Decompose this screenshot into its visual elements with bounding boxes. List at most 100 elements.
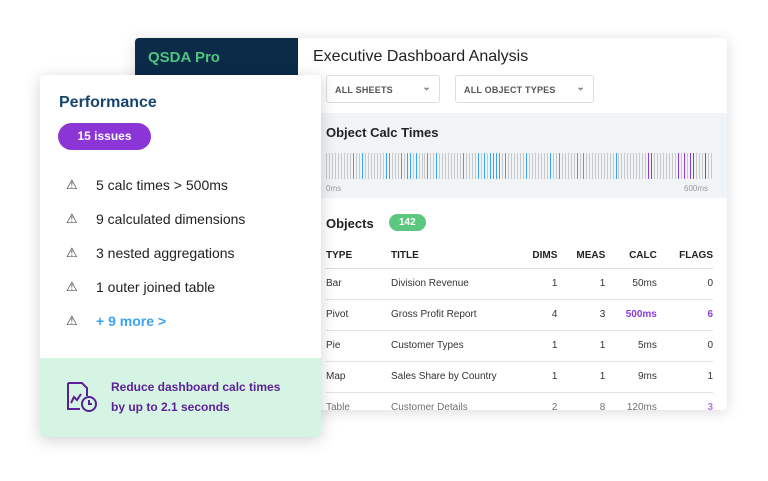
calc-tick	[445, 153, 447, 179]
calc-tick-medium	[400, 153, 402, 179]
calc-tick	[642, 153, 644, 179]
calc-tick	[337, 153, 339, 179]
cell-meas: 8	[557, 392, 606, 410]
calc-tick	[636, 153, 638, 179]
table-row[interactable]: Pie Customer Types 1 1 5ms 0	[326, 330, 713, 362]
calc-tick-medium	[576, 153, 578, 179]
table-row[interactable]: Pivot Gross Profit Report 4 3 500ms 6	[326, 299, 713, 331]
savings-line-2: by up to 2.1 seconds	[111, 400, 230, 414]
calc-tick	[355, 153, 357, 179]
table-row[interactable]: Bar Division Revenue 1 1 50ms 0	[326, 268, 713, 300]
table-row[interactable]: Map Sales Share by Country 1 1 9ms 1	[326, 361, 713, 393]
calc-tick	[346, 153, 348, 179]
cell-flags: 0	[656, 330, 713, 362]
issue-text: 1 outer joined table	[96, 279, 216, 295]
calc-tick	[424, 153, 426, 179]
calc-tick	[376, 153, 378, 179]
calc-tick	[699, 153, 701, 179]
calc-tick	[633, 153, 635, 179]
calc-tick	[522, 153, 524, 179]
col-title[interactable]: TITLE	[391, 244, 516, 269]
calc-tick	[373, 153, 375, 179]
calc-tick	[520, 153, 521, 179]
calc-tick	[537, 153, 539, 179]
col-flags[interactable]: FLAGS	[656, 244, 713, 269]
calc-tick	[433, 153, 435, 179]
calc-tick	[382, 153, 384, 179]
savings-line-1: Reduce dashboard calc times	[111, 380, 281, 394]
calc-tick	[567, 153, 569, 179]
calc-tick-medium	[409, 153, 411, 179]
cell-type: Pie	[326, 330, 391, 362]
cell-title: Division Revenue	[391, 268, 516, 300]
calc-tick-medium	[361, 153, 363, 179]
cell-flags: 0	[656, 268, 713, 300]
calc-tick	[687, 153, 689, 179]
cell-title: Customer Types	[391, 330, 516, 362]
cell-flags: 3	[656, 392, 713, 410]
calc-tick	[681, 153, 683, 179]
calc-tick	[621, 153, 623, 179]
calc-tick	[439, 153, 441, 179]
cell-type: Pivot	[326, 299, 391, 331]
calc-tick	[448, 153, 450, 179]
calc-tick-slow	[705, 153, 707, 179]
issue-item: ⚠ 5 calc times > 500ms	[66, 177, 228, 193]
calc-tick	[675, 153, 677, 179]
cell-type: Map	[326, 361, 391, 393]
app-logo: QSDA Pro	[148, 49, 220, 66]
calc-tick	[457, 153, 459, 179]
performance-card: Performance 15 issues ⚠ 5 calc times > 50…	[40, 75, 321, 437]
calc-tick	[534, 153, 536, 179]
calc-tick	[609, 153, 611, 179]
cell-calc: 50ms	[605, 268, 657, 300]
calc-tick	[696, 153, 698, 179]
calc-tick-slow	[693, 153, 695, 179]
cell-flags: 6	[656, 299, 713, 331]
calc-tick-medium	[496, 153, 498, 179]
calc-tick-slow	[651, 153, 653, 179]
calc-tick	[669, 153, 671, 179]
calc-tick	[394, 153, 396, 179]
table-row[interactable]: Table Customer Details 2 8 120ms 3	[326, 392, 713, 410]
calc-tick	[528, 153, 530, 179]
issue-text: 5 calc times > 500ms	[96, 177, 228, 193]
calc-tick	[481, 153, 483, 179]
calc-tick	[460, 153, 462, 179]
calc-tick	[594, 153, 596, 179]
calc-tick	[475, 153, 477, 179]
calc-tick	[531, 153, 533, 179]
calc-tick-medium	[490, 153, 492, 179]
calc-tick-medium	[525, 153, 527, 179]
sheets-select[interactable]: ALL SHEETS ⌄	[326, 75, 440, 103]
cell-calc: 5ms	[605, 330, 657, 362]
issue-item: ⚠ 1 outer joined table	[66, 279, 215, 295]
col-calc[interactable]: CALC	[605, 244, 657, 269]
more-issues-link[interactable]: + 9 more >	[96, 313, 167, 329]
cell-type: Bar	[326, 268, 391, 300]
calc-tick	[418, 153, 420, 179]
calc-tick	[543, 153, 545, 179]
sheets-select-value: ALL SHEETS	[335, 85, 393, 95]
calc-tick	[711, 153, 712, 179]
calc-tick-medium	[484, 153, 486, 179]
col-meas[interactable]: MEAS	[557, 244, 606, 269]
chevron-down-icon: ⌄	[576, 82, 585, 93]
calc-tick	[666, 153, 668, 179]
calc-tick	[511, 153, 513, 179]
calc-tick	[546, 153, 548, 179]
col-type[interactable]: TYPE	[326, 244, 391, 269]
calc-tick	[612, 153, 614, 179]
calc-tick	[508, 153, 510, 179]
warning-icon: ⚠	[66, 313, 78, 328]
object-types-select-value: ALL OBJECT TYPES	[464, 85, 556, 95]
objects-count-badge: 142	[389, 214, 426, 231]
calc-tick	[502, 153, 504, 179]
calc-tick	[349, 153, 351, 179]
calc-tick	[397, 153, 399, 179]
object-types-select[interactable]: ALL OBJECT TYPES ⌄	[455, 75, 594, 103]
calc-tick	[663, 153, 665, 179]
cell-dims: 1	[516, 330, 558, 362]
col-dims[interactable]: DIMS	[516, 244, 558, 269]
calc-tick	[618, 153, 620, 179]
